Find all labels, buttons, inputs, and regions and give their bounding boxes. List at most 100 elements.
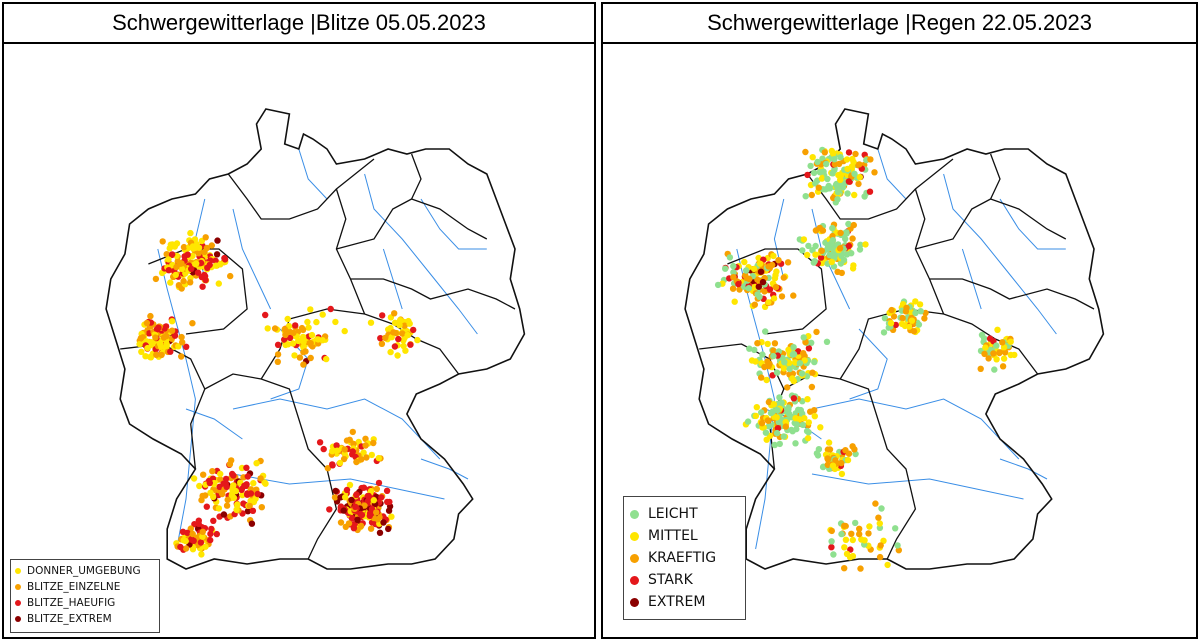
station-point [856,246,864,253]
station-point [878,505,885,512]
station-point [197,539,205,546]
station-point [773,414,780,421]
station-point [867,156,874,163]
station-point [770,295,778,302]
station-point [337,519,345,526]
station-point [223,502,231,509]
station-point [917,308,924,315]
station-point [820,168,827,175]
station-point [177,543,184,551]
station-point [198,273,205,281]
station-point [206,479,213,487]
station-point [792,440,799,447]
station-point [213,251,221,258]
station-point [152,275,160,283]
station-point [406,320,413,327]
station-point [850,221,857,229]
station-point [771,340,779,347]
station-point [857,565,864,572]
station-point [916,301,924,308]
station-point [828,527,835,535]
river [382,248,403,310]
state-border [915,198,991,250]
station-point [735,280,742,288]
station-point [383,487,391,494]
station-point [271,325,279,332]
station-point [758,409,765,416]
station-point [848,530,855,537]
station-point [414,336,421,344]
station-point [305,324,312,331]
station-point [202,234,209,241]
station-point [775,257,782,264]
station-point [153,351,160,358]
station-point [187,229,194,237]
station-point [808,191,815,199]
river [999,458,1048,480]
station-point [790,350,798,358]
station-point [838,252,845,259]
legend-item-mittel: MITTEL [630,525,739,547]
station-point [167,279,174,286]
state-border [914,188,945,315]
station-point [385,507,393,514]
station-point [368,451,375,459]
station-point [340,507,347,514]
station-point [402,347,409,354]
station-point [342,494,349,501]
legend-marker-icon [630,575,639,585]
station-point [378,340,386,347]
station-point [774,407,781,414]
river [811,398,1020,460]
station-point [741,258,748,266]
station-point [161,325,168,332]
station-point [240,500,247,507]
station-point [856,161,863,168]
station-point [722,265,729,272]
station-point [856,173,864,181]
station-point [848,250,855,257]
station-point [143,319,151,327]
station-point [384,498,391,506]
station-point [201,248,208,256]
station-point [862,241,869,248]
station-point [875,514,882,521]
station-point [809,369,816,376]
station-point [178,265,186,273]
station-point [296,354,304,361]
station-point [228,457,235,464]
station-point [815,184,822,191]
station-point [368,505,376,513]
station-point [811,413,818,420]
rain-legend: LEICHT MITTEL KRAEFTIG STARK EXTREM [623,496,746,620]
legend-marker-icon [630,509,639,519]
station-point [241,482,248,489]
station-point [800,236,808,243]
station-point [395,335,402,343]
station-point [876,520,883,527]
river [157,248,196,550]
station-point [194,269,202,276]
state-border [120,343,206,470]
station-point [993,342,1000,349]
station-point [780,274,787,281]
station-point [1007,338,1014,345]
station-point [906,323,913,330]
station-point [340,455,348,463]
station-point [852,519,859,527]
station-point [774,425,782,432]
station-point [758,374,765,381]
station-point [813,450,821,457]
station-point [391,343,399,350]
station-point [778,293,786,300]
station-point [300,361,307,368]
station-point [319,311,326,318]
station-point [333,447,341,454]
station-point [210,493,217,501]
station-point [753,404,760,411]
station-point [807,408,814,415]
station-point [207,530,214,538]
station-point [977,365,984,372]
station-point [410,326,417,334]
station-point [770,252,777,260]
